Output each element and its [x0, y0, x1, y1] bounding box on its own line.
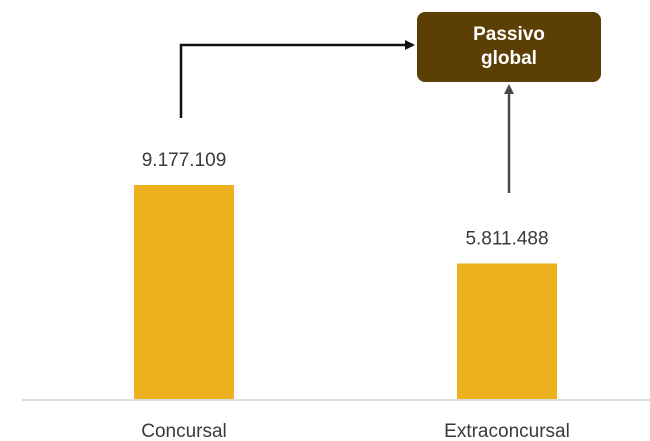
category-label-extraconcursal: Extraconcursal [444, 421, 570, 441]
bar-concursal [134, 185, 234, 399]
bar-extraconcursal [457, 263, 557, 399]
passivo-global-box: Passivo global [417, 12, 601, 82]
callout-line-2: global [481, 48, 537, 69]
data-label-concursal: 9.177.109 [142, 150, 227, 171]
data-label-extraconcursal: 5.811.488 [465, 228, 548, 249]
category-label-concursal: Concursal [141, 421, 227, 441]
bars-layer: 9.177.109 Concursal 5.811.488 Extraconcursa… [134, 150, 570, 441]
concursal-to-global-arrow [179, 40, 415, 118]
callout-line-1: Passivo [473, 24, 545, 45]
